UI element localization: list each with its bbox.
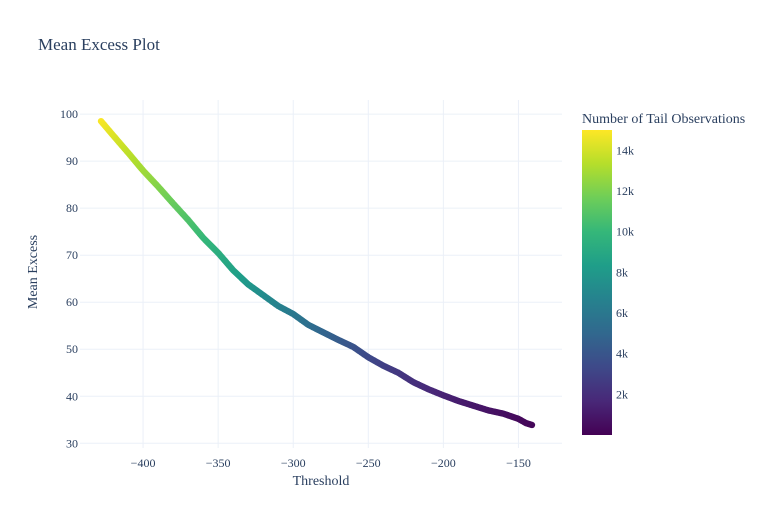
- x-tick-label: −200: [431, 456, 456, 470]
- colorbar-tick-label: 6k: [616, 306, 628, 320]
- y-tick-label: 60: [66, 295, 78, 309]
- y-axis-title: Mean Excess: [26, 235, 41, 309]
- x-tick-label: −250: [356, 456, 381, 470]
- x-tick-label: −350: [206, 456, 231, 470]
- y-tick-label: 30: [66, 436, 78, 450]
- x-axis-ticks: −400 −350 −300 −250 −200 −150: [131, 456, 531, 470]
- data-points: [97, 117, 536, 429]
- gridlines: [80, 100, 562, 448]
- y-axis-ticks: 30 40 50 60 70 80 90 100: [60, 107, 78, 450]
- data-point: [528, 421, 536, 429]
- colorbar-ticks: 2k 4k 6k 8k 10k 12k 14k: [616, 143, 634, 401]
- x-tick-label: −150: [506, 456, 531, 470]
- y-tick-label: 100: [60, 107, 78, 121]
- colorbar-tick-label: 14k: [616, 143, 634, 157]
- colorbar-tick-label: 4k: [616, 347, 628, 361]
- y-tick-label: 80: [66, 201, 78, 215]
- colorbar: Number of Tail Observations 2k 4k 6k 8k 10k 1…: [582, 112, 745, 435]
- x-tick-label: −400: [131, 456, 156, 470]
- chart-title: Mean Excess Plot: [38, 35, 160, 54]
- colorbar-tick-label: 8k: [616, 265, 628, 279]
- colorbar-tick-label: 12k: [616, 184, 634, 198]
- x-axis-title: Threshold: [293, 474, 350, 489]
- y-tick-label: 40: [66, 389, 78, 403]
- y-tick-label: 70: [66, 248, 78, 262]
- colorbar-title: Number of Tail Observations: [582, 112, 745, 127]
- colorbar-gradient: [582, 130, 612, 435]
- colorbar-tick-label: 2k: [616, 387, 628, 401]
- colorbar-tick-label: 10k: [616, 225, 634, 239]
- y-tick-label: 90: [66, 154, 78, 168]
- x-tick-label: −300: [281, 456, 306, 470]
- y-tick-label: 50: [66, 342, 78, 356]
